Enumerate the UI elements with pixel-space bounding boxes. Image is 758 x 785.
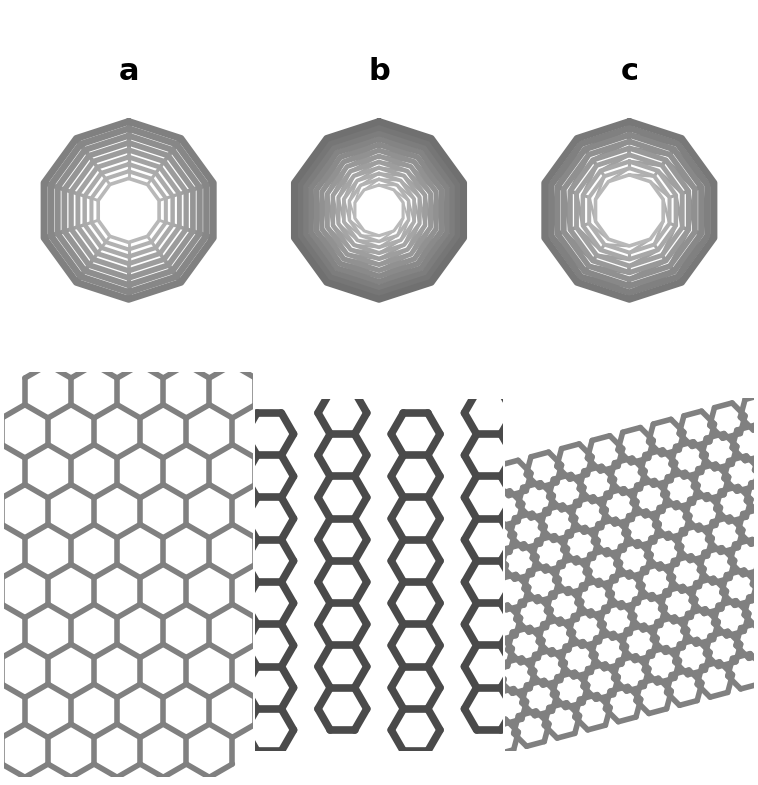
Title: b: b bbox=[368, 57, 390, 86]
Title: c: c bbox=[620, 57, 638, 86]
Title: a: a bbox=[118, 57, 139, 86]
